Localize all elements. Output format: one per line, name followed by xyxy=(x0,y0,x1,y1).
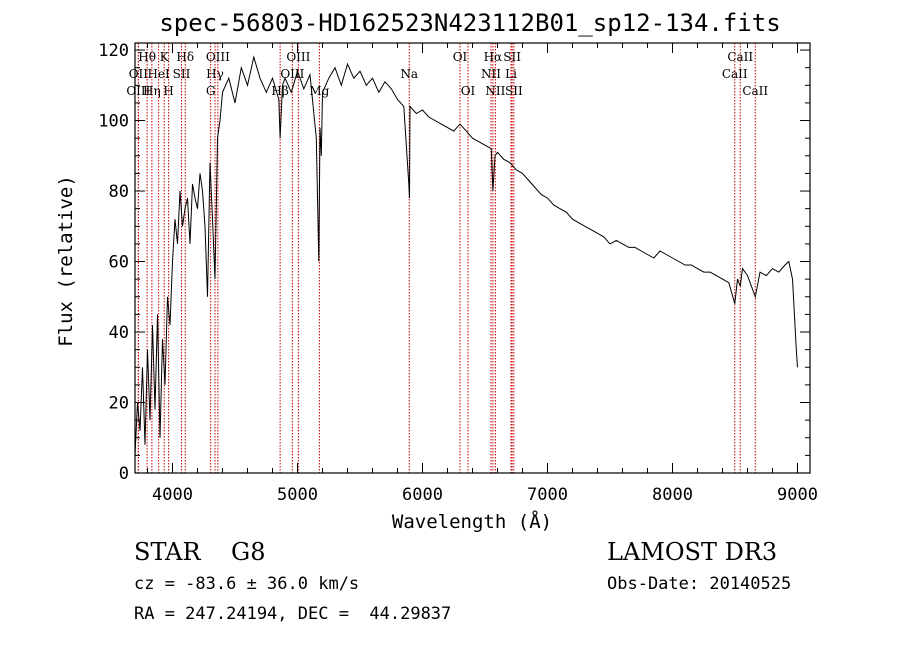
line-label-22: Li xyxy=(505,67,517,81)
line-label-2: OIII xyxy=(126,84,150,98)
spectrum-line xyxy=(134,55,798,456)
y-tick-label-60: 60 xyxy=(109,253,129,273)
plot-frame xyxy=(134,42,811,474)
x-axis-label: Wavelength (Å) xyxy=(392,510,552,533)
x-tick-label-9000: 9000 xyxy=(777,485,818,505)
line-label-10: Hγ xyxy=(206,67,224,81)
line-label-17: OI xyxy=(453,50,468,64)
line-label-23: NII xyxy=(485,84,505,98)
survey-name: LAMOST DR3 xyxy=(607,538,778,566)
obs-date: Obs-Date: 20140525 xyxy=(607,574,792,594)
line-label-7: H xyxy=(163,84,173,98)
line-label-24: SII xyxy=(505,84,523,98)
line-label-11: G xyxy=(206,84,216,98)
line-label-14: Hβ xyxy=(271,84,288,98)
line-label-13: OIII xyxy=(280,67,304,81)
line-label-25: CaII xyxy=(727,50,753,64)
y-tick-label-20: 20 xyxy=(109,394,129,414)
x-tick-label-8000: 8000 xyxy=(652,485,693,505)
line-label-21: NII xyxy=(481,67,501,81)
y-tick-label-120: 120 xyxy=(98,41,129,61)
line-label-18: OI xyxy=(461,84,476,98)
axes: 4000 5000 6000 7000 8000 9000 0 20 40 60 80 100 120 xyxy=(98,41,818,505)
y-tick-label-100: 100 xyxy=(98,112,129,132)
y-tick-label-80: 80 xyxy=(109,182,129,202)
x-tick-label-5000: 5000 xyxy=(277,485,318,505)
x-tick-label-6000: 6000 xyxy=(402,485,443,505)
line-label-16: Na xyxy=(400,67,418,81)
line-label-27: CaII xyxy=(742,84,768,98)
line-label-12: OIII xyxy=(286,50,310,64)
y-tick-label-0: 0 xyxy=(119,464,129,484)
ra-dec: RA = 247.24194, DEC = 44.29837 xyxy=(134,604,452,624)
line-label-0: Hθ xyxy=(138,50,156,64)
line-label-5: K xyxy=(160,50,170,64)
line-label-19: Hα xyxy=(484,50,503,64)
spectrum-series xyxy=(134,55,798,456)
line-label-4: Hη xyxy=(143,84,161,98)
line-label-3: HeI xyxy=(147,67,170,81)
chart-title: spec-56803-HD162523N423112B01_sp12-134.f… xyxy=(159,9,780,37)
line-label-9: OIII xyxy=(206,50,230,64)
line-label-8: Hδ xyxy=(176,50,194,64)
line-label-26: CaII xyxy=(722,67,748,81)
object-class: STAR G8 xyxy=(134,538,266,566)
redshift-cz: cz = -83.6 ± 36.0 km/s xyxy=(134,574,360,594)
y-tick-label-40: 40 xyxy=(109,323,129,343)
line-label-6: SII xyxy=(173,67,191,81)
x-tick-label-4000: 4000 xyxy=(152,485,193,505)
y-axis-label: Flux (relative) xyxy=(55,175,77,347)
line-label-1: OII xyxy=(129,67,149,81)
x-tick-label-7000: 7000 xyxy=(527,485,568,505)
line-label-20: SII xyxy=(503,50,521,64)
line-label-15: Mg xyxy=(309,84,329,98)
spectral-line-markers xyxy=(137,43,756,473)
